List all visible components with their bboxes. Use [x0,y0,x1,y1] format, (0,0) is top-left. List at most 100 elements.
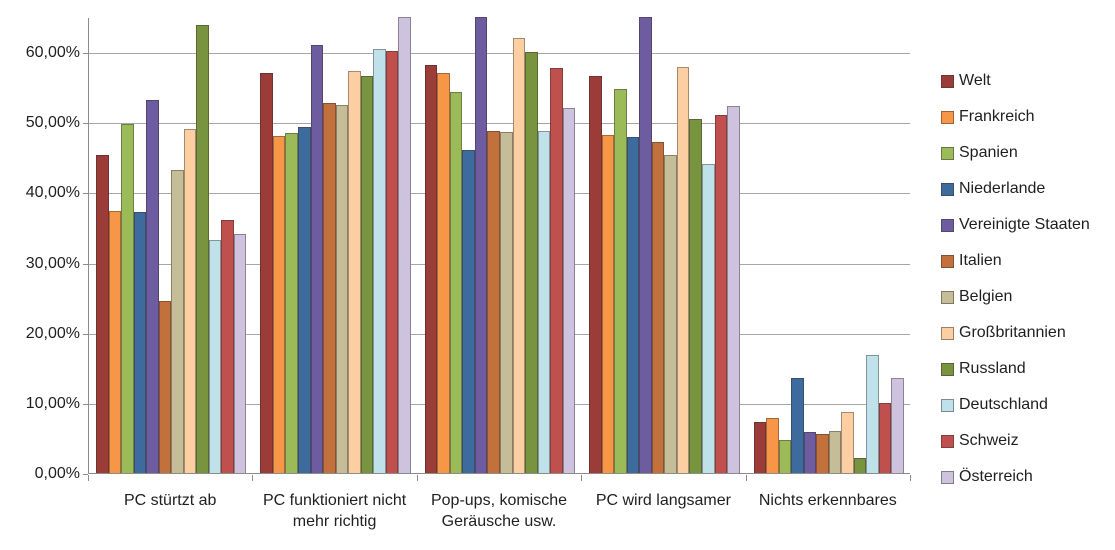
category-label: PC stürtzt ab [123,492,217,509]
bar-niederlande [462,150,475,473]
legend-item-belgien: Belgien [941,279,1090,315]
bar-belgien [171,169,184,473]
bar-spanien [121,123,134,473]
bar-spanien [778,440,792,473]
legend-item-spanien: Spanien [941,135,1090,171]
bar-belgien [335,105,349,473]
legend-item--sterreich: Österreich [941,459,1090,495]
y-tick-10 [83,403,88,405]
bar-vereinigte-staaten [474,17,488,473]
x-tick-3 [581,475,583,481]
legend-swatch [941,254,954,268]
bar-spanien [614,89,627,473]
bar-schweiz [221,219,234,473]
legend-label: Großbritannien [959,324,1066,341]
legend-swatch [941,110,954,124]
bar-spanien [449,92,463,473]
bar-frankreich [766,418,779,473]
legend-swatch [941,326,954,340]
legend-label: Österreich [959,468,1033,485]
legend-item-welt: Welt [941,63,1090,99]
bar-deutschland [208,240,222,473]
category-label: Nichts erkennbares [758,492,897,509]
y-axis-tick-label: 50,00% [25,114,80,132]
bar-spanien [285,132,298,473]
legend-label: Welt [959,72,991,89]
bar-gro-britannien [348,71,361,473]
x-tick-end [910,475,911,481]
bar-welt [424,65,438,473]
legend-label: Russland [959,360,1026,377]
y-axis-tick-label: 20,00% [25,324,80,342]
legend-item-italien: Italien [941,243,1090,279]
bar-italien [651,141,665,473]
bar-frankreich [437,73,450,473]
legend-swatch [941,398,954,412]
y-axis-tick-label: 40,00% [25,184,80,202]
category-label: PC wird langsamer [595,492,731,509]
bar-welt [96,155,109,473]
legend-item-russland: Russland [941,351,1090,387]
bar-russland [525,52,538,473]
y-tick-40 [83,193,88,195]
bar-italien [158,301,172,473]
bar-group-3 [418,17,582,473]
y-axis-tick-label: 30,00% [25,254,80,272]
legend-label: Deutschland [959,396,1048,413]
bar-deutschland [866,355,879,473]
bar-russland [689,119,702,473]
legend-swatch [941,146,954,160]
bar-gro-britannien [512,38,526,473]
x-tick-4 [745,475,747,481]
gridline-60 [89,53,910,55]
legend-swatch [941,290,954,304]
bar-niederlande [626,136,640,473]
y-tick-30 [83,263,88,265]
bar-niederlande [791,378,804,473]
bar-deutschland [373,48,386,473]
legend-label: Niederlande [959,180,1046,197]
legend-label: Spanien [959,144,1018,161]
bar-belgien [664,155,677,473]
x-tick-2 [416,475,418,481]
legend-swatch [941,470,954,484]
bar-russland [853,458,867,473]
bar-belgien [499,132,513,473]
plot-area [88,17,910,474]
legend-label: Vereinigte Staaten [959,216,1090,233]
y-axis-tick-label: 10,00% [25,394,80,412]
bar--sterreich [562,108,576,473]
bar-frankreich [108,210,122,473]
legend-swatch [941,362,954,376]
legend-item-schweiz: Schweiz [941,423,1090,459]
bar-niederlande [133,212,147,473]
category-label: Pop-ups, komische Geräusche usw. [430,492,568,530]
y-tick-60 [83,53,88,55]
x-tick-0 [88,475,89,481]
bar-italien [323,103,336,473]
legend-item-frankreich: Frankreich [941,99,1090,135]
bar-welt [260,73,273,473]
bar-italien [487,130,500,473]
x-tick-1 [252,475,254,481]
legend-item-deutschland: Deutschland [941,387,1090,423]
bar-group-1 [89,18,253,473]
y-axis-tick-label: 60,00% [25,44,80,62]
bar-deutschland [701,164,715,473]
legend-swatch [941,218,954,232]
bar-belgien [828,430,842,473]
bar-gro-britannien [676,66,690,473]
bar--sterreich [398,17,411,473]
legend: Welt Frankreich Spanien Niederlande Vereinig… [941,63,1090,495]
bar--sterreich [891,378,904,473]
bar-schweiz [550,68,563,473]
bar-schweiz [714,114,728,473]
bar-welt [753,421,767,473]
bar-vereinigte-staaten [639,17,652,473]
bar-russland [196,25,209,473]
bar-schweiz [385,51,399,473]
bar-niederlande [297,127,311,473]
gridline-50 [89,123,910,125]
bar-italien [816,433,829,473]
